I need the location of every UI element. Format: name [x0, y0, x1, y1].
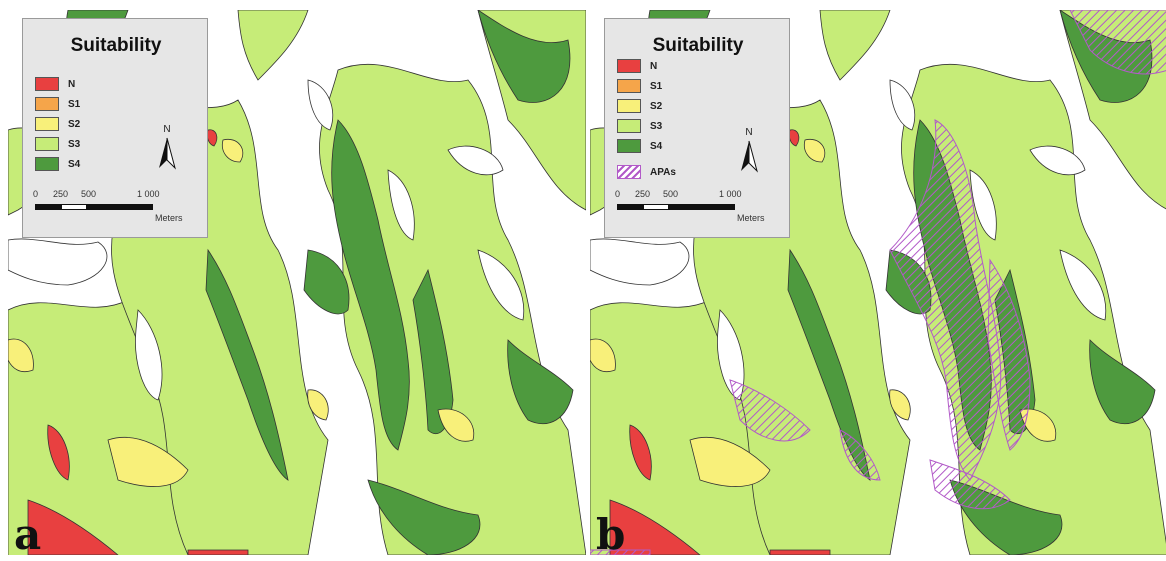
map-panel-b: Suitability N S1 S2 S3 S4 APAs N — [590, 10, 1166, 555]
legend-label: S4 — [68, 158, 81, 170]
legend-item-s3: S3 — [617, 117, 662, 135]
legend-item-s4: S4 — [617, 137, 662, 155]
legend-label: APAs — [650, 166, 676, 178]
scale-segment — [61, 204, 87, 210]
s2-areas — [8, 138, 475, 487]
swatch-s4 — [35, 157, 59, 171]
swatch-n — [35, 77, 59, 91]
n-areas — [27, 129, 249, 555]
scale-segment — [617, 204, 643, 210]
swatch-n — [617, 59, 641, 73]
legend-label: S2 — [650, 100, 663, 112]
swatch-s2 — [617, 99, 641, 113]
scale-tick: 0 — [615, 189, 621, 199]
swatch-s1 — [617, 79, 641, 93]
apa-areas — [590, 10, 1166, 555]
panel-letter: b — [596, 510, 626, 555]
scale-tick: 500 — [81, 189, 97, 199]
legend-label: S1 — [68, 98, 81, 110]
scale-segment — [643, 204, 669, 210]
legend-title: Suitability — [652, 35, 744, 56]
scale-segment — [669, 204, 735, 210]
scale-tick: 250 — [53, 189, 69, 199]
legend-label: S3 — [68, 138, 81, 150]
legend-item-n: N — [35, 75, 75, 93]
legend-item-s1: S1 — [617, 77, 662, 95]
legend-label: S3 — [650, 120, 663, 132]
map-legend: Suitability N S1 S2 S3 S4 N — [22, 18, 208, 238]
legend-item-s3: S3 — [35, 135, 80, 153]
legend-item-s1: S1 — [35, 95, 80, 113]
map-legend: Suitability N S1 S2 S3 S4 APAs N — [604, 18, 790, 238]
north-arrow-icon: N — [153, 124, 181, 170]
scale-segment — [35, 204, 61, 210]
swatch-s3 — [35, 137, 59, 151]
legend-item-s2: S2 — [617, 97, 662, 115]
scale-units: Meters — [155, 213, 183, 223]
legend-item-s2: S2 — [35, 115, 80, 133]
swatch-s3 — [617, 119, 641, 133]
scale-bar: 0 250 500 1 000 Meters — [33, 189, 209, 229]
scale-tick: 500 — [663, 189, 679, 199]
swatch-s4 — [617, 139, 641, 153]
scale-tick: 250 — [635, 189, 651, 199]
map-panel-a: Suitability N S1 S2 S3 S4 N — [8, 10, 586, 555]
unclassified-areas — [590, 79, 1107, 401]
north-label: N — [163, 124, 171, 135]
north-arrow-shape — [159, 137, 176, 170]
legend-item-apas: APAs — [617, 163, 676, 181]
scale-tick: 1 000 — [719, 189, 742, 199]
panel-letter: a — [14, 510, 42, 555]
n-areas — [609, 129, 831, 555]
swatch-apas — [617, 165, 641, 179]
legend-label: S1 — [650, 80, 663, 92]
scale-tick: 1 000 — [137, 189, 160, 199]
legend-item-n: N — [617, 57, 657, 75]
legend-item-s4: S4 — [35, 155, 80, 173]
north-label: N — [745, 127, 753, 138]
legend-label: S4 — [650, 140, 663, 152]
s2-areas — [590, 138, 1057, 487]
legend-title: Suitability — [70, 35, 162, 56]
scale-bar: 0 250 500 1 000 Meters — [615, 189, 791, 229]
swatch-s1 — [35, 97, 59, 111]
suitability-map-b — [590, 10, 1166, 555]
unclassified-areas — [8, 79, 525, 401]
legend-label: N — [650, 60, 658, 72]
scale-tick: 0 — [33, 189, 39, 199]
legend-label: N — [68, 78, 76, 90]
scale-segment — [87, 204, 153, 210]
north-arrow-icon: N — [735, 127, 763, 173]
swatch-s2 — [35, 117, 59, 131]
north-arrow-shape — [741, 140, 758, 173]
scale-units: Meters — [737, 213, 765, 223]
legend-label: S2 — [68, 118, 81, 130]
